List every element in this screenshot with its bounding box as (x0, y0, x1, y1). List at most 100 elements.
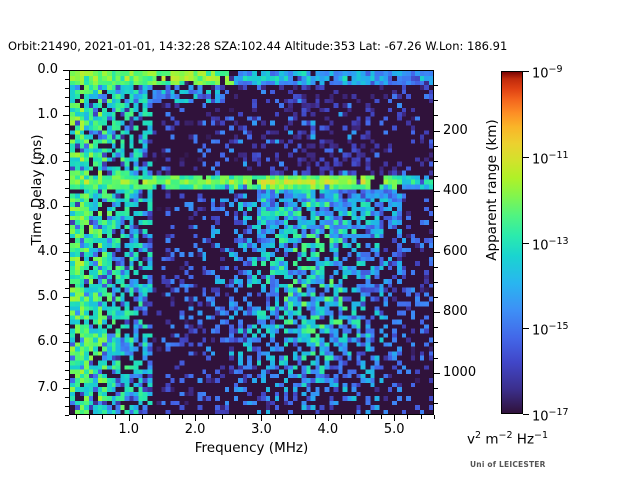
y2-tick-minor (434, 403, 438, 404)
x-tick-minor (381, 415, 382, 419)
x-tick-minor (315, 415, 316, 419)
y-tick-minor (65, 124, 69, 125)
ionogram-plot-area (69, 70, 434, 415)
y-tick-minor (65, 351, 69, 352)
y2-tick-label: 1000 (443, 364, 477, 380)
colorbar-tick (523, 328, 529, 329)
colorbar-tick-exponent: −15 (548, 321, 569, 333)
y2-tick-minor (434, 176, 438, 177)
colorbar-gradient (501, 71, 523, 414)
colorbar-tick-mantissa: 10 (532, 409, 549, 425)
y-tick-minor (65, 397, 69, 398)
x-tick-minor (102, 415, 103, 419)
y2-tick-minor (434, 161, 438, 162)
colorbar-tick-exponent: −9 (548, 64, 563, 75)
y-tick-major (63, 342, 69, 343)
y-tick-minor (65, 361, 69, 362)
x-tick-minor (115, 415, 116, 419)
x-tick-minor (248, 415, 249, 419)
y-tick-label: 6.0 (37, 334, 58, 350)
colorbar-tick (523, 157, 529, 158)
y-tick-minor (65, 143, 69, 144)
y-tick-minor (65, 279, 69, 280)
colorbar-tick-mantissa: 10 (532, 152, 549, 168)
y-tick-minor (65, 243, 69, 244)
y-tick-label: 4.0 (37, 243, 58, 259)
y-tick-label: 1.0 (37, 107, 58, 123)
y-tick-label: 7.0 (37, 379, 58, 395)
colorbar-tick-exponent: −13 (548, 235, 569, 247)
y2-axis-title: Apparent range (km) (484, 119, 500, 261)
colorbar-unit-label: v2 m−2 Hz−1 (467, 430, 548, 448)
y2-tick-minor (434, 282, 438, 283)
colorbar-tick (523, 243, 529, 244)
x-tick-major (328, 415, 329, 421)
y-tick-minor (65, 179, 69, 180)
y2-tick-minor (434, 236, 438, 237)
x-tick-label: 3.0 (251, 422, 272, 437)
y-tick-minor (65, 188, 69, 189)
x-tick-minor (407, 415, 408, 419)
x-tick-minor (155, 415, 156, 419)
colorbar-tick-mantissa: 10 (532, 237, 549, 253)
y-tick-minor (65, 261, 69, 262)
y2-tick-major (434, 312, 440, 313)
y-tick-major (63, 388, 69, 389)
colorbar-tick-mantissa: 10 (532, 66, 549, 82)
y-tick-major (63, 252, 69, 253)
colorbar-unit-m-exp: −2 (498, 430, 513, 441)
x-tick-minor (341, 415, 342, 419)
x-tick-minor (235, 415, 236, 419)
y-tick-minor (65, 152, 69, 153)
colorbar-tick-label: 10−13 (532, 235, 569, 252)
x-tick-label: 1.0 (118, 422, 140, 437)
y-tick-minor (65, 97, 69, 98)
y2-tick-minor (434, 358, 438, 359)
x-tick-minor (142, 415, 143, 419)
y-tick-major (63, 297, 69, 298)
colorbar-tick-label: 10−9 (532, 63, 563, 80)
y-tick-minor (65, 106, 69, 107)
y2-tick-minor (434, 146, 438, 147)
y-tick-minor (65, 288, 69, 289)
y-tick-major (63, 70, 69, 71)
y-tick-label: 5.0 (37, 288, 58, 304)
x-tick-major (129, 415, 130, 421)
plot-title: Orbit:21490, 2021-01-01, 14:32:28 SZA:10… (8, 39, 508, 53)
colorbar-tick-exponent: −11 (548, 149, 569, 161)
x-tick-minor (275, 415, 276, 419)
y2-tick-minor (434, 115, 438, 116)
x-tick-label: 5.0 (383, 422, 405, 437)
colorbar-unit-hz-exp: −1 (534, 430, 549, 441)
y-tick-minor (65, 233, 69, 234)
colorbar-unit-m: m (481, 431, 499, 448)
x-tick-minor (434, 415, 435, 419)
y-tick-label: 3.0 (37, 198, 58, 214)
y2-tick-label: 400 (443, 183, 468, 199)
colorbar-tick-label: 10−11 (532, 149, 569, 166)
y-tick-minor (65, 379, 69, 380)
x-tick-minor (182, 415, 183, 419)
y2-tick-minor (434, 85, 438, 86)
colorbar-unit-hz: Hz (512, 431, 535, 448)
y-tick-minor (65, 333, 69, 334)
x-tick-major (195, 415, 196, 421)
y2-tick-label: 800 (443, 304, 468, 320)
x-tick-minor (208, 415, 209, 419)
colorbar-tick-label: 10−15 (532, 320, 569, 337)
y-tick-minor (65, 79, 69, 80)
y2-tick-label: 200 (443, 122, 468, 138)
colorbar-unit-v-exp: 2 (475, 430, 482, 441)
y-tick-minor (65, 415, 69, 416)
y2-tick-major (434, 131, 440, 132)
y2-tick-minor (434, 221, 438, 222)
y-tick-minor (65, 197, 69, 198)
x-tick-major (394, 415, 395, 421)
y-tick-minor (65, 306, 69, 307)
y-tick-minor (65, 134, 69, 135)
y-tick-major (63, 115, 69, 116)
y-tick-minor (65, 370, 69, 371)
y2-tick-major (434, 373, 440, 374)
x-tick-minor (76, 415, 77, 419)
x-tick-minor (301, 415, 302, 419)
